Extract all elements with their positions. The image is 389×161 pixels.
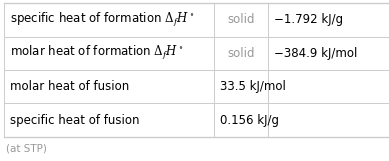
Text: molar heat of formation $\Delta_f H^\circ$: molar heat of formation $\Delta_f H^\cir… xyxy=(10,44,184,62)
Text: solid: solid xyxy=(228,47,255,60)
Text: molar heat of fusion: molar heat of fusion xyxy=(10,80,129,93)
Text: 0.156 kJ/g: 0.156 kJ/g xyxy=(220,114,279,127)
Text: specific heat of formation $\Delta_f H^\circ$: specific heat of formation $\Delta_f H^\… xyxy=(10,11,194,29)
Text: specific heat of fusion: specific heat of fusion xyxy=(10,114,139,127)
Text: solid: solid xyxy=(228,13,255,26)
Text: 33.5 kJ/mol: 33.5 kJ/mol xyxy=(220,80,286,93)
Text: −1.792 kJ/g: −1.792 kJ/g xyxy=(274,13,343,26)
Text: (at STP): (at STP) xyxy=(6,143,47,153)
Text: −384.9 kJ/mol: −384.9 kJ/mol xyxy=(274,47,357,60)
